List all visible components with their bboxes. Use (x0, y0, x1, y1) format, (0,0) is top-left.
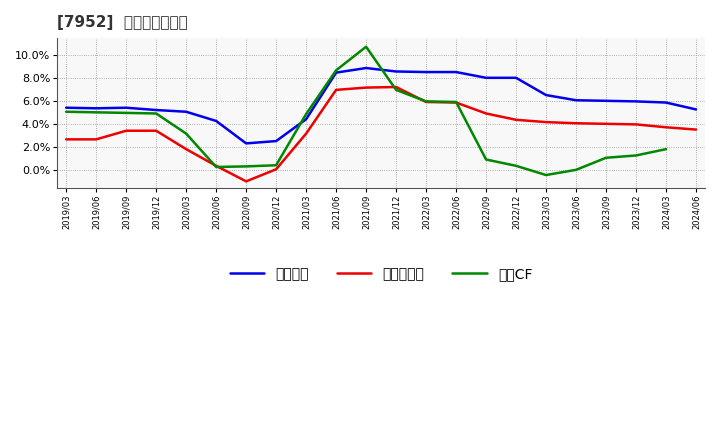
営業CF (662, 147, 670, 152)
当期純利益 (272, 167, 281, 172)
経常利益 (692, 107, 701, 112)
当期純利益 (361, 85, 370, 90)
経常利益 (482, 75, 490, 81)
経常利益 (272, 139, 281, 144)
当期純利益 (662, 125, 670, 130)
当期純利益 (422, 99, 431, 105)
当期純利益 (572, 121, 580, 126)
営業CF (272, 163, 281, 168)
経常利益 (602, 98, 611, 103)
経常利益 (92, 106, 101, 111)
営業CF (602, 155, 611, 161)
営業CF (572, 167, 580, 172)
営業CF (152, 111, 161, 116)
当期純利益 (242, 179, 251, 184)
営業CF (541, 172, 550, 178)
経常利益 (122, 105, 130, 110)
営業CF (451, 99, 460, 105)
営業CF (62, 109, 71, 114)
営業CF (92, 110, 101, 115)
経常利益 (541, 92, 550, 98)
当期純利益 (692, 127, 701, 132)
Line: 当期純利益: 当期純利益 (66, 87, 696, 181)
当期純利益 (152, 128, 161, 133)
営業CF (482, 157, 490, 162)
経常利益 (302, 117, 310, 122)
当期純利益 (92, 137, 101, 142)
当期純利益 (62, 137, 71, 142)
経常利益 (512, 75, 521, 81)
Text: [7952]  マージンの推移: [7952] マージンの推移 (57, 15, 188, 30)
当期純利益 (122, 128, 130, 133)
経常利益 (242, 141, 251, 146)
当期純利益 (392, 84, 400, 90)
当期純利益 (302, 131, 310, 136)
経常利益 (451, 70, 460, 75)
経常利益 (572, 98, 580, 103)
営業CF (392, 87, 400, 92)
経常利益 (662, 100, 670, 105)
当期純利益 (512, 117, 521, 122)
経常利益 (392, 69, 400, 74)
当期純利益 (631, 122, 640, 127)
経常利益 (361, 66, 370, 71)
営業CF (422, 99, 431, 104)
経常利益 (152, 107, 161, 113)
営業CF (302, 111, 310, 117)
当期純利益 (212, 163, 220, 169)
営業CF (182, 131, 191, 136)
経常利益 (631, 99, 640, 104)
営業CF (212, 164, 220, 169)
営業CF (332, 68, 341, 73)
当期純利益 (482, 111, 490, 116)
営業CF (512, 163, 521, 169)
Line: 営業CF: 営業CF (66, 47, 666, 175)
当期純利益 (182, 147, 191, 152)
当期純利益 (451, 100, 460, 105)
営業CF (122, 110, 130, 116)
経常利益 (212, 118, 220, 124)
当期純利益 (541, 120, 550, 125)
当期純利益 (602, 121, 611, 126)
経常利益 (182, 109, 191, 114)
経常利益 (422, 70, 431, 75)
経常利益 (332, 70, 341, 75)
Legend: 経常利益, 当期純利益, 営業CF: 経常利益, 当期純利益, 営業CF (224, 262, 538, 287)
当期純利益 (332, 87, 341, 92)
営業CF (361, 44, 370, 49)
Line: 経常利益: 経常利益 (66, 68, 696, 143)
経常利益 (62, 105, 71, 110)
営業CF (631, 153, 640, 158)
営業CF (242, 164, 251, 169)
